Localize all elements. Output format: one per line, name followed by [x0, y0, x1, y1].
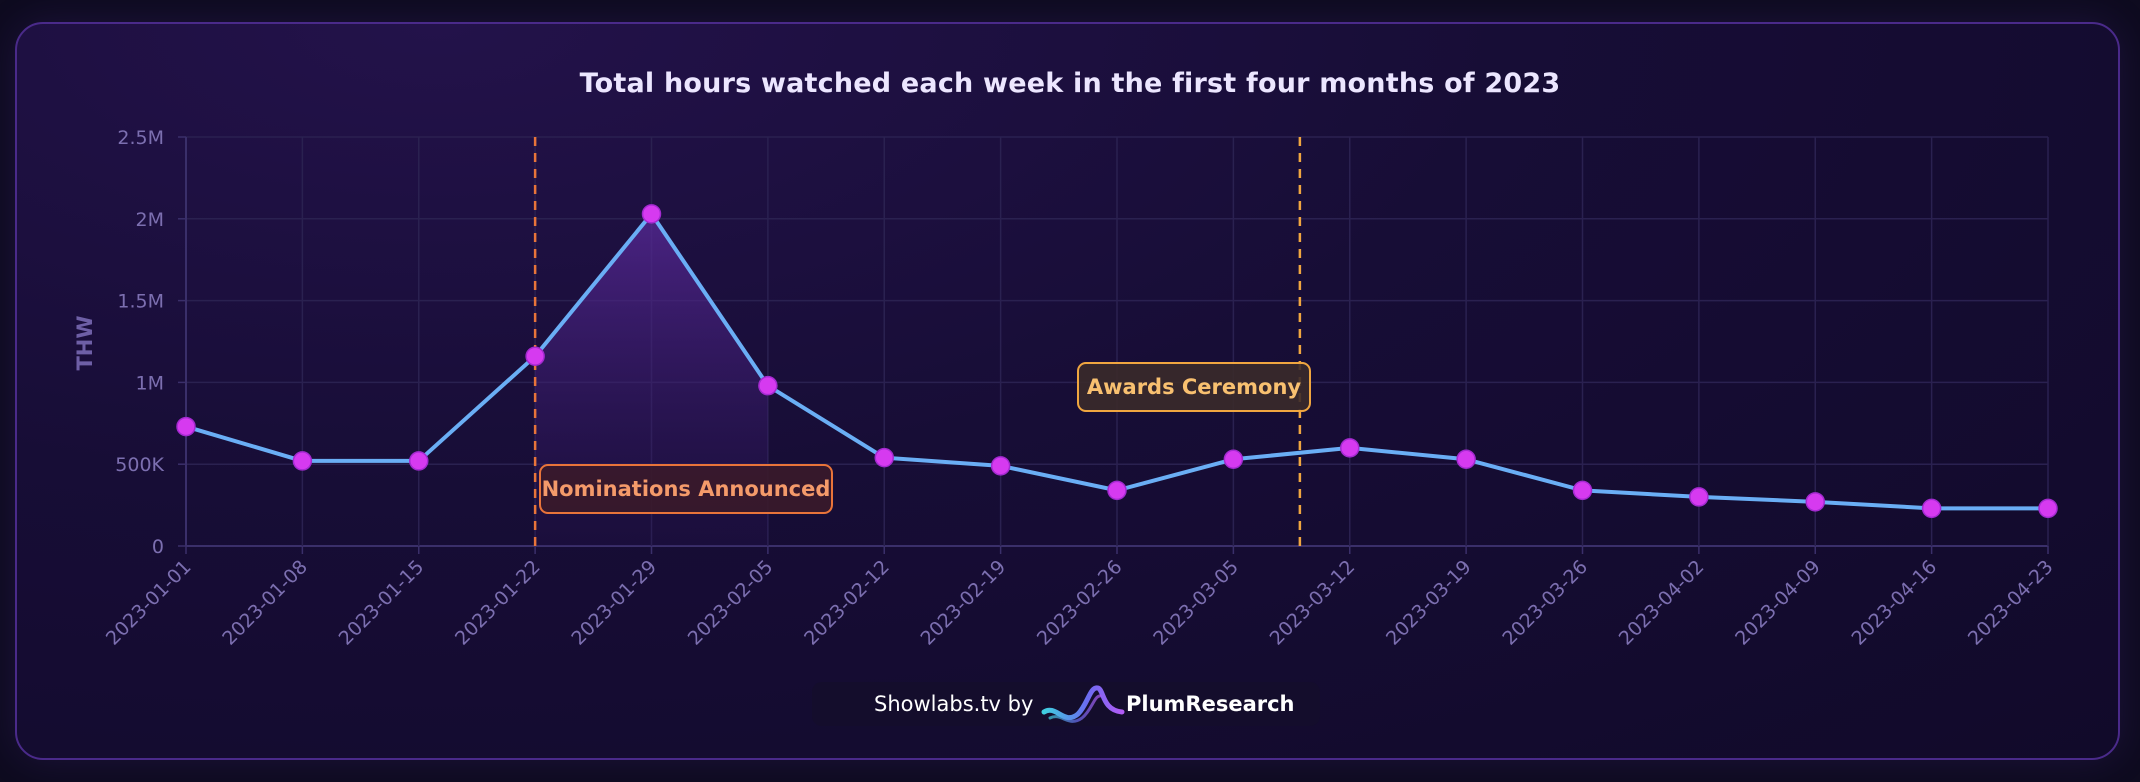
x-tick-label: 2023-02-26: [1033, 556, 1127, 650]
y-tick-label: 500K: [115, 454, 164, 476]
data-point: [1223, 449, 1244, 470]
data-point: [1340, 438, 1360, 458]
data-point: [525, 346, 545, 366]
data-point: [1572, 480, 1593, 501]
footer-brand: PlumResearch: [1126, 692, 1295, 716]
data-point: [1689, 487, 1709, 507]
x-tick-label: 2023-03-19: [1382, 556, 1476, 650]
data-point: [758, 375, 778, 396]
footer-credit: Showlabs.tv by PlumResearch: [812, 682, 1320, 726]
data-point: [2038, 498, 2058, 519]
annotation-label: Nominations Announced: [542, 477, 831, 501]
x-tick-label: 2023-04-09: [1731, 556, 1825, 650]
y-axis-ticks: 0 500K 1M 1.5M 2M 2.5M: [115, 127, 186, 558]
x-tick-label: 2023-03-12: [1266, 556, 1360, 650]
data-point: [641, 204, 662, 224]
data-point: [1805, 492, 1825, 512]
annotation-label: Awards Ceremony: [1087, 375, 1302, 399]
data-point: [1921, 498, 1942, 519]
x-tick-label: 2023-01-22: [451, 556, 545, 650]
x-tick-label: 2023-02-19: [917, 556, 1011, 650]
y-tick-label: 2.5M: [117, 127, 164, 149]
line-chart: Nominations Announced Awards Ceremony 0 50…: [73, 127, 2058, 650]
x-tick-label: 2023-01-08: [218, 556, 312, 650]
x-tick-label: 2023-04-23: [1964, 556, 2058, 650]
data-point: [874, 447, 894, 468]
chart-title: Total hours watched each week in the fir…: [579, 68, 1561, 99]
x-tick-label: 2023-03-26: [1498, 556, 1592, 650]
y-tick-label: 1.5M: [117, 291, 164, 313]
x-tick-label: 2023-01-15: [335, 556, 429, 650]
x-tick-label: 2023-04-02: [1615, 556, 1709, 650]
footer-text: Showlabs.tv by: [874, 692, 1034, 716]
chart-card: [15, 22, 2120, 760]
shaded-region: [535, 213, 768, 546]
data-point: [409, 451, 429, 471]
data-point: [1107, 480, 1127, 501]
x-tick-label: 2023-02-05: [684, 556, 778, 650]
annotation-label-box: [1077, 362, 1311, 412]
annotation-labels: Nominations Announced Awards Ceremony: [539, 362, 1311, 514]
data-point: [990, 456, 1011, 476]
x-tick-label: 2023-04-16: [1848, 556, 1942, 650]
series-markers: [176, 204, 2058, 519]
y-tick-label: 2M: [136, 209, 164, 231]
shaded-area: [535, 213, 768, 546]
y-tick-label: 0: [152, 536, 164, 558]
y-tick-label: 1M: [136, 372, 164, 394]
y-axis-label: THW: [73, 315, 97, 370]
x-tick-label: 2023-02-12: [800, 556, 894, 650]
data-point: [292, 451, 313, 471]
data-point: [176, 416, 196, 437]
x-tick-label: 2023-01-29: [567, 556, 661, 650]
annotation-label-box: [539, 464, 833, 514]
x-axis-ticks: 2023-01-01 2023-01-08 2023-01-15 2023-01-22…: [102, 546, 2058, 650]
plumresearch-logo-icon: [1038, 682, 1128, 734]
grid-lines: [185, 136, 2049, 547]
annotation-lines: [533, 137, 1302, 546]
x-tick-label: 2023-03-05: [1149, 556, 1243, 650]
data-point: [1456, 449, 1476, 470]
x-tick-label: 2023-01-01: [102, 556, 196, 650]
